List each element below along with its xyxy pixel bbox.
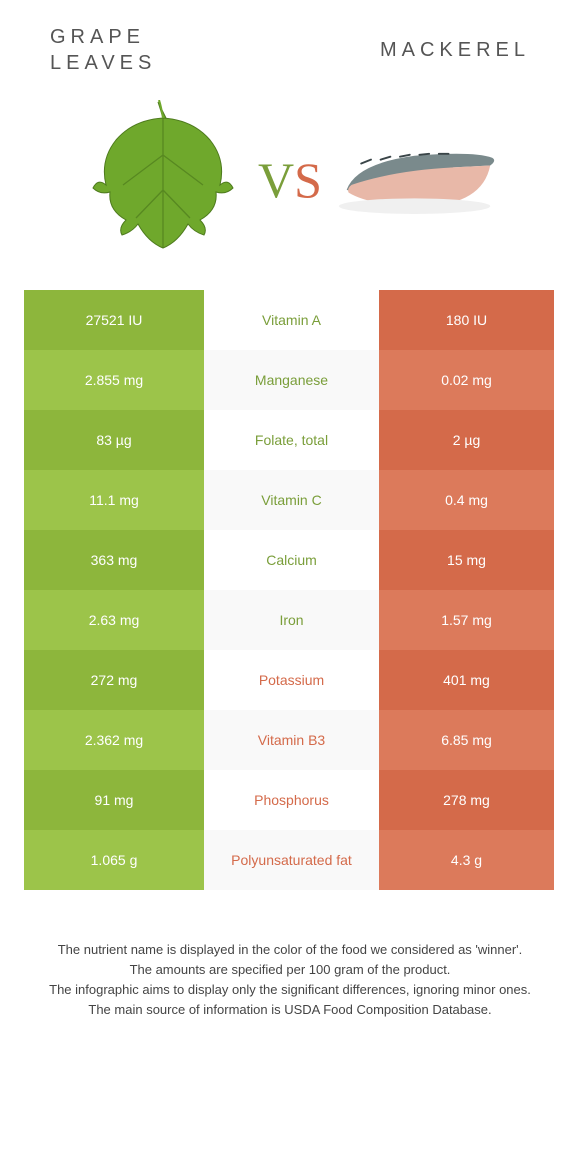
left-value: 2.63 mg [24, 590, 204, 650]
right-value: 0.02 mg [379, 350, 554, 410]
nutrient-row: 272 mgPotassium401 mg [24, 650, 556, 710]
nutrient-name: Folate, total [204, 410, 379, 470]
right-value: 401 mg [379, 650, 554, 710]
left-value: 363 mg [24, 530, 204, 590]
nutrient-name: Manganese [204, 350, 379, 410]
right-value: 6.85 mg [379, 710, 554, 770]
left-value: 1.065 g [24, 830, 204, 890]
nutrient-row: 2.63 mgIron1.57 mg [24, 590, 556, 650]
nutrient-name: Vitamin B3 [204, 710, 379, 770]
right-value: 15 mg [379, 530, 554, 590]
footnote-line: The infographic aims to display only the… [40, 980, 540, 1000]
right-value: 278 mg [379, 770, 554, 830]
nutrient-name: Vitamin C [204, 470, 379, 530]
left-food-image [83, 105, 243, 255]
footnotes: The nutrient name is displayed in the co… [0, 890, 580, 1021]
right-value: 180 IU [379, 290, 554, 350]
left-value: 91 mg [24, 770, 204, 830]
right-value: 4.3 g [379, 830, 554, 890]
nutrient-row: 2.362 mgVitamin B36.85 mg [24, 710, 556, 770]
comparison-table: 27521 IUVitamin A180 IU2.855 mgManganese… [24, 290, 556, 890]
vs-v: V [258, 152, 294, 208]
mackerel-icon [337, 135, 497, 225]
images-row: VS [0, 90, 580, 290]
left-food-title: GRAPELEAVES [50, 24, 290, 76]
nutrient-row: 27521 IUVitamin A180 IU [24, 290, 556, 350]
nutrient-name: Vitamin A [204, 290, 379, 350]
right-food-title: Mackerel [290, 37, 530, 63]
left-value: 2.855 mg [24, 350, 204, 410]
vs-label: VS [258, 151, 322, 209]
right-value: 0.4 mg [379, 470, 554, 530]
nutrient-row: 91 mgPhosphorus278 mg [24, 770, 556, 830]
nutrient-row: 1.065 gPolyunsaturated fat4.3 g [24, 830, 556, 890]
nutrient-name: Calcium [204, 530, 379, 590]
header: GRAPELEAVES Mackerel [0, 0, 580, 90]
right-food-image [337, 105, 497, 255]
nutrient-row: 2.855 mgManganese0.02 mg [24, 350, 556, 410]
left-value: 27521 IU [24, 290, 204, 350]
grape-leaf-icon [88, 100, 238, 260]
nutrient-name: Potassium [204, 650, 379, 710]
nutrient-row: 11.1 mgVitamin C0.4 mg [24, 470, 556, 530]
nutrient-name: Phosphorus [204, 770, 379, 830]
nutrient-row: 363 mgCalcium15 mg [24, 530, 556, 590]
footnote-line: The main source of information is USDA F… [40, 1000, 540, 1020]
left-value: 11.1 mg [24, 470, 204, 530]
left-value: 83 µg [24, 410, 204, 470]
vs-s: S [294, 152, 322, 208]
left-value: 272 mg [24, 650, 204, 710]
nutrient-name: Polyunsaturated fat [204, 830, 379, 890]
nutrient-name: Iron [204, 590, 379, 650]
right-value: 1.57 mg [379, 590, 554, 650]
left-value: 2.362 mg [24, 710, 204, 770]
right-value: 2 µg [379, 410, 554, 470]
footnote-line: The amounts are specified per 100 gram o… [40, 960, 540, 980]
footnote-line: The nutrient name is displayed in the co… [40, 940, 540, 960]
nutrient-row: 83 µgFolate, total2 µg [24, 410, 556, 470]
